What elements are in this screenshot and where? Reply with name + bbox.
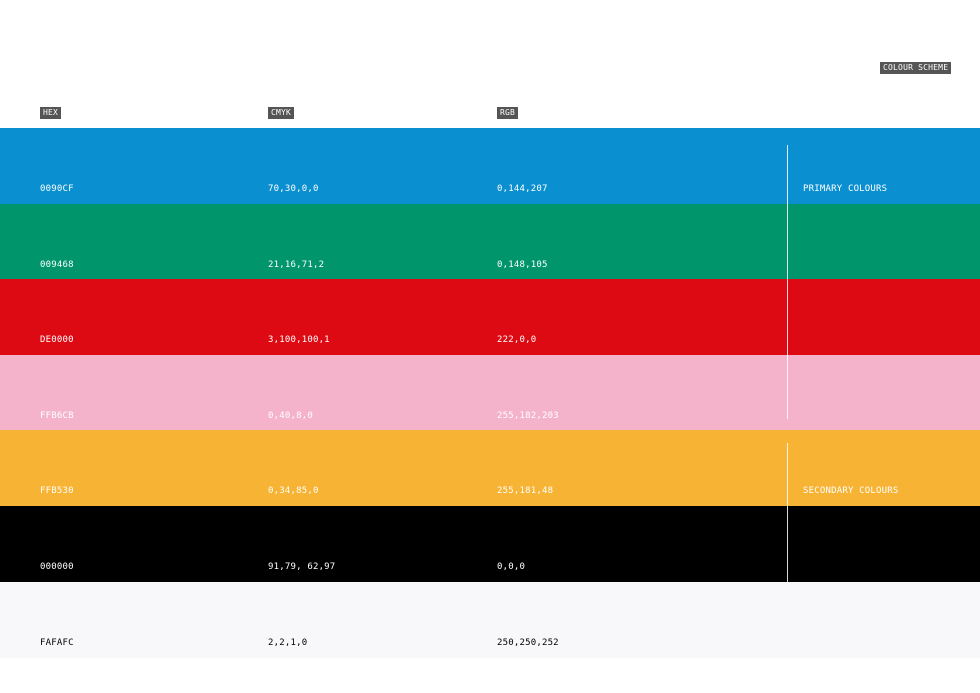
rgb-value: 222,0,0 [497, 335, 537, 346]
cmyk-value: 91,79, 62,97 [268, 562, 336, 572]
cmyk-value: 0,34,85,0 [268, 486, 319, 497]
group-label: SECONDARY COLOURS [803, 486, 899, 497]
group-divider [787, 443, 788, 582]
colour-row: 0090CF 70,30,0,0 0,144,207 [0, 128, 980, 204]
rgb-value: 0,144,207 [497, 184, 548, 194]
rgb-value: 255,182,203 [497, 410, 559, 421]
rgb-value: 250,250,252 [497, 637, 559, 648]
column-header: CMYK [268, 107, 295, 119]
rgb-value: 0,0,0 [497, 562, 526, 572]
hex-value: DE0000 [40, 335, 74, 346]
cmyk-value: 0,40,8,0 [268, 410, 313, 421]
column-header: RGB [497, 107, 519, 119]
hex-value: 0090CF [40, 184, 74, 194]
rgb-value: 255,181,48 [497, 486, 554, 497]
colour-row: FAFAFC 2,2,1,0 250,250,252 [0, 581, 980, 658]
hex-value: 000000 [40, 562, 74, 572]
hex-value: FFB530 [40, 486, 74, 497]
hex-value: FFB6CB [40, 410, 74, 421]
cmyk-value: 21,16,71,2 [268, 259, 325, 270]
rgb-value: 0,148,105 [497, 259, 548, 270]
cmyk-value: 2,2,1,0 [268, 637, 308, 648]
column-header: HEX [40, 107, 62, 119]
hex-value: FAFAFC [40, 637, 74, 648]
colour-row: FFB6CB 0,40,8,0 255,182,203 [0, 354, 980, 431]
cmyk-value: 70,30,0,0 [268, 184, 319, 194]
group-divider [787, 145, 788, 420]
colour-row: FFB530 0,34,85,0 255,181,48 [0, 430, 980, 507]
hex-value: 009468 [40, 259, 74, 270]
colour-row: DE0000 3,100,100,1 222,0,0 [0, 279, 980, 356]
colour-row: 000000 91,79, 62,97 0,0,0 [0, 506, 980, 582]
scheme-label: COLOUR SCHEME [880, 62, 952, 74]
cmyk-value: 3,100,100,1 [268, 335, 330, 346]
group-label: PRIMARY COLOURS [803, 184, 888, 194]
colour-row: 009468 21,16,71,2 0,148,105 [0, 203, 980, 280]
